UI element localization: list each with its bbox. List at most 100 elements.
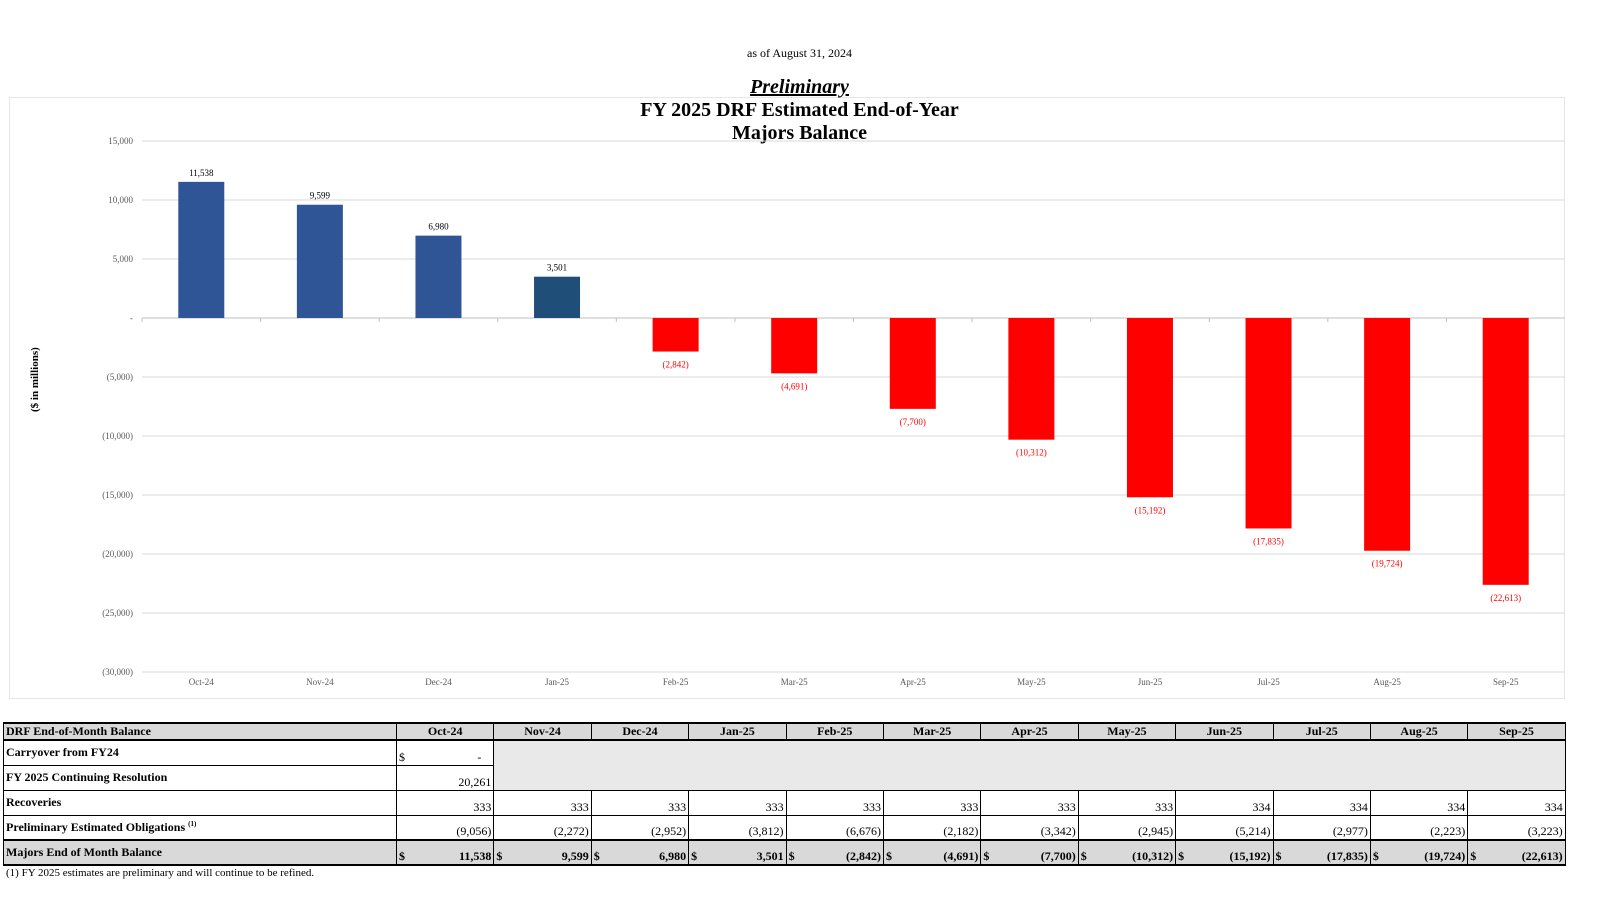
month-header: Feb-25 [785, 722, 884, 741]
obligations-row: Preliminary Estimated Obligations (1) (9… [3, 814, 1566, 841]
obligations-cell: (3,342) [980, 814, 1079, 841]
total-cell: $ (7,700) [980, 839, 1079, 866]
currency-symbol: $ [1470, 849, 1477, 863]
currency-symbol: $ [885, 849, 892, 863]
data-label: 6,980 [428, 222, 449, 232]
currency-symbol: $ [691, 849, 698, 863]
x-tick-label: Feb-25 [663, 677, 689, 687]
month-header: Aug-25 [1369, 722, 1469, 741]
month-header: Mar-25 [882, 722, 982, 741]
total-cell: $ (2,842) [785, 839, 884, 866]
recoveries-cell: 333 [980, 789, 1079, 816]
table-header-row: DRF End-of-Month Balance Oct-24 Nov-24 Dec… [3, 722, 1566, 741]
recoveries-cell: 334 [1467, 789, 1566, 816]
total-value: (4,691) [943, 849, 979, 863]
x-tick-label: Nov-24 [306, 677, 334, 687]
total-cell: $9,599 [493, 839, 592, 866]
total-cell: $3,501 [688, 839, 787, 866]
month-header: Jan-25 [688, 722, 787, 741]
chart-title-line1: FY 2025 DRF Estimated End-of-Year [640, 99, 959, 121]
bar-chart: 15,000 10,000 5,000 - (5,000) (10,000) (15,000… [102, 136, 1565, 687]
obligations-cell: (2,945) [1077, 814, 1177, 841]
data-label: 3,501 [547, 263, 567, 273]
total-cell: $ (22,613) [1467, 839, 1566, 866]
total-label: Majors End of Month Balance [3, 839, 397, 866]
total-cell: $ (17,835) [1272, 839, 1371, 866]
bar [534, 276, 581, 318]
total-value: (15,192) [1229, 849, 1271, 863]
recoveries-cell: 333 [395, 789, 495, 816]
data-label: 11,538 [189, 168, 214, 178]
total-value: 3,501 [756, 849, 784, 863]
x-tick-label: Mar-25 [781, 677, 808, 687]
obligations-label-cell: Preliminary Estimated Obligations (1) [3, 814, 397, 841]
total-cell: $ (19,724) [1369, 839, 1469, 866]
month-header: Jun-25 [1175, 722, 1274, 741]
recoveries-cell: 334 [1272, 789, 1371, 816]
currency-symbol: $ [496, 849, 503, 863]
data-label: (17,835) [1253, 536, 1284, 546]
y-tick-label: 5,000 [113, 254, 134, 264]
obligations-cell: (3,223) [1467, 814, 1566, 841]
cr-value: 20,261 [395, 764, 495, 791]
y-tick-label: 15,000 [108, 136, 133, 146]
currency-symbol: $ [593, 849, 600, 863]
data-label: (22,613) [1490, 593, 1521, 603]
currency-symbol: $ [1275, 849, 1282, 863]
data-label: (10,312) [1016, 448, 1047, 458]
y-tick-label: - [130, 313, 133, 323]
currency-symbol: $ [399, 849, 405, 863]
data-label: (19,724) [1372, 559, 1403, 569]
month-header: Nov-24 [493, 722, 592, 741]
bar [1245, 318, 1292, 529]
y-tick-label: (20,000) [102, 549, 133, 559]
x-tick-label: Oct-24 [189, 677, 214, 687]
total-row: Majors End of Month Balance $11,538 $9,59… [3, 839, 1566, 866]
obligations-cell: (2,952) [590, 814, 690, 841]
bar [1126, 318, 1173, 498]
data-label: 9,599 [310, 191, 331, 201]
footnote: (1) FY 2025 estimates are preliminary an… [6, 867, 315, 879]
total-value: 6,980 [659, 849, 687, 863]
x-tick-label: May-25 [1017, 677, 1046, 687]
bar [1482, 318, 1529, 585]
total-cell: $6,980 [590, 839, 690, 866]
x-tick-label: Dec-24 [425, 677, 452, 687]
y-tick-label: (15,000) [102, 490, 133, 500]
carryover-value-cell: $ - [395, 739, 495, 766]
obligations-cell: (2,977) [1272, 814, 1371, 841]
recoveries-cell: 333 [1077, 789, 1177, 816]
bar [771, 318, 818, 374]
obligations-cell: (2,182) [882, 814, 982, 841]
bar [415, 235, 462, 318]
total-cell: $ (15,192) [1175, 839, 1274, 866]
obligations-cell: (2,223) [1369, 814, 1469, 841]
total-value: 11,538 [459, 849, 492, 863]
total-value: (19,724) [1424, 849, 1466, 863]
data-label: (7,700) [900, 417, 926, 427]
bar [1008, 318, 1055, 440]
x-tick-label: Aug-25 [1373, 677, 1401, 687]
month-header: Apr-25 [980, 722, 1079, 741]
as-of-date: as of August 31, 2024 [747, 46, 852, 60]
total-value: (22,613) [1521, 849, 1563, 863]
bar [178, 181, 225, 318]
currency-symbol: $ [1080, 849, 1087, 863]
currency-symbol: $ [1372, 849, 1379, 863]
carryover-value: - [477, 749, 482, 764]
carryover-row: Carryover from FY24 $ - [3, 739, 1566, 791]
total-value: (10,312) [1132, 849, 1174, 863]
recoveries-cell: 333 [590, 789, 690, 816]
total-value: 9,599 [561, 849, 589, 863]
month-header: Sep-25 [1467, 722, 1566, 741]
bar [652, 318, 699, 352]
y-tick-label: (5,000) [107, 372, 133, 382]
currency-symbol: $ [788, 849, 795, 863]
obligations-cell: (9,056) [395, 814, 495, 841]
x-tick-label: Jul-25 [1257, 677, 1280, 687]
currency-symbol: $ [399, 749, 405, 764]
cr-row: FY 2025 Continuing Resolution 20,261 [3, 764, 1566, 791]
data-label: (4,691) [781, 381, 807, 391]
total-value: (2,842) [845, 849, 881, 863]
obligations-cell: (5,214) [1175, 814, 1274, 841]
